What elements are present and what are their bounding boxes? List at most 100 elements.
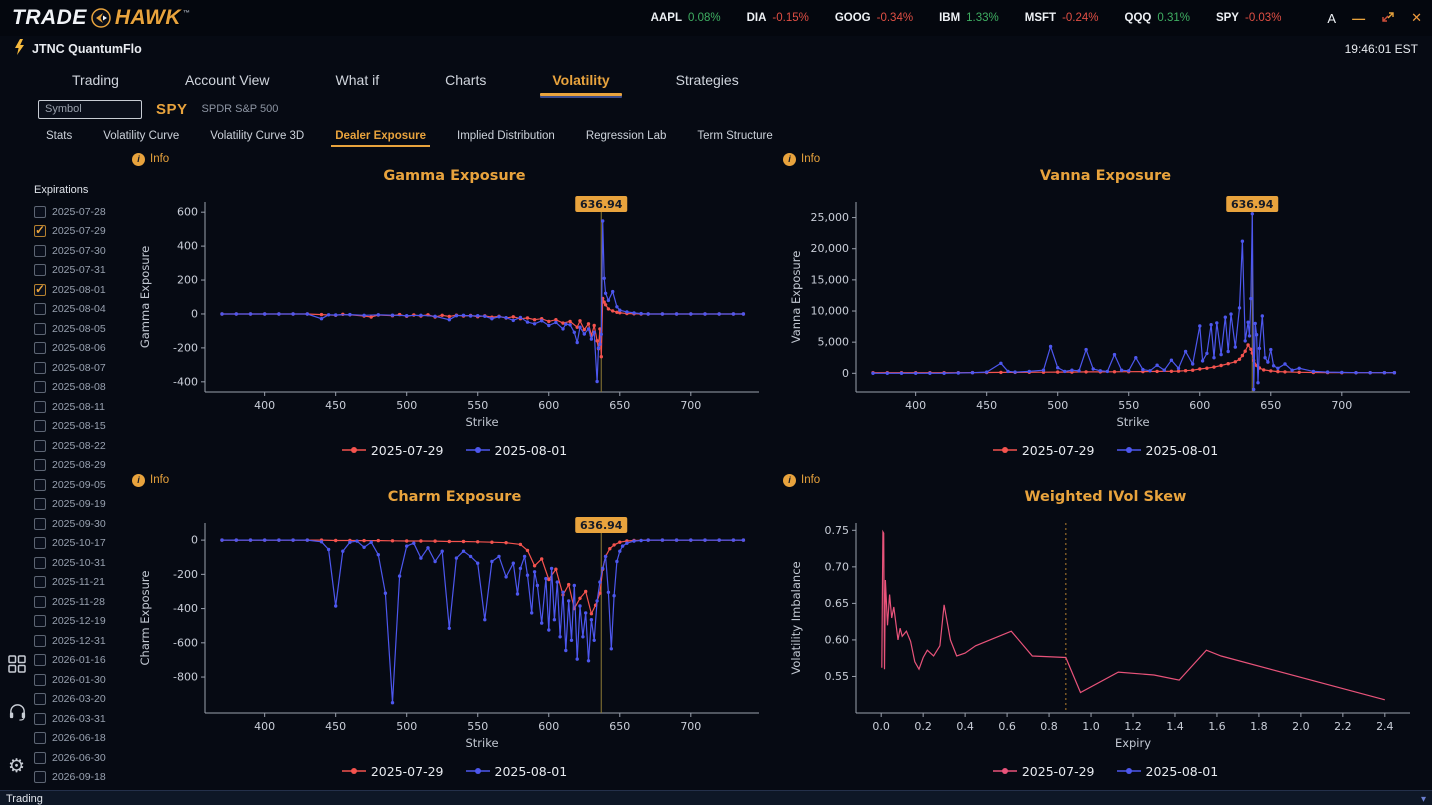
expiration-2025-12-19[interactable]: 2025-12-19: [34, 612, 130, 632]
legend-item-2025-08-01[interactable]: 2025-08-01: [1116, 764, 1218, 779]
sub-tab-stats[interactable]: Stats: [46, 130, 73, 142]
legend-item-2025-08-01[interactable]: 2025-08-01: [1116, 443, 1218, 458]
expiration-2025-07-31[interactable]: 2025-07-31: [34, 261, 130, 281]
expiration-2025-08-05[interactable]: 2025-08-05: [34, 319, 130, 339]
expiration-checkbox[interactable]: [34, 771, 46, 784]
main-tab-trading[interactable]: Trading: [72, 72, 119, 88]
expiration-checkbox[interactable]: [34, 732, 46, 745]
expiration-checkbox[interactable]: [34, 751, 46, 764]
ivol-skew-chart[interactable]: 0.0 0.2 0.4 0.6 0.8 1.0 1.2 1.4 1.6 1.8 2.0 2.2 2.4 0…: [783, 511, 1428, 759]
close-button[interactable]: ✕: [1411, 10, 1422, 25]
expiration-checkbox[interactable]: [34, 517, 46, 530]
expiration-2025-09-05[interactable]: 2025-09-05: [34, 475, 130, 495]
expiration-2025-08-15[interactable]: 2025-08-15: [34, 417, 130, 437]
expiration-checkbox[interactable]: [34, 303, 46, 316]
expiration-checkbox[interactable]: [34, 400, 46, 413]
expiration-2025-08-22[interactable]: 2025-08-22: [34, 436, 130, 456]
main-tab-account-view[interactable]: Account View: [184, 72, 270, 88]
expiration-checkbox[interactable]: [34, 673, 46, 686]
expiration-2025-10-17[interactable]: 2025-10-17: [34, 534, 130, 554]
gamma-exposure-chart[interactable]: 400 450 500 550 600 650 700 -400 -200 0 200 400 600 S…: [132, 190, 777, 438]
status-dropdown-arrow[interactable]: ▾: [1420, 793, 1426, 805]
expiration-2025-07-30[interactable]: 2025-07-30: [34, 241, 130, 261]
info-button[interactable]: i Info: [132, 471, 192, 489]
main-tab-charts[interactable]: Charts: [445, 72, 487, 88]
expiration-checkbox[interactable]: [34, 381, 46, 394]
expiration-2025-11-21[interactable]: 2025-11-21: [34, 573, 130, 593]
expiration-2026-06-18[interactable]: 2026-06-18: [34, 729, 130, 749]
expiration-checkbox[interactable]: [34, 576, 46, 589]
expiration-checkbox[interactable]: [34, 712, 46, 725]
ticker-aapl[interactable]: AAPL 0.08%: [651, 12, 721, 24]
expiration-2025-08-29[interactable]: 2025-08-29: [34, 456, 130, 476]
expiration-2025-12-31[interactable]: 2025-12-31: [34, 631, 130, 651]
expiration-checkbox[interactable]: [34, 498, 46, 511]
ticker-goog[interactable]: GOOG -0.34%: [835, 12, 913, 24]
expiration-2025-09-30[interactable]: 2025-09-30: [34, 514, 130, 534]
expiration-checkbox[interactable]: [34, 595, 46, 608]
expiration-2025-10-31[interactable]: 2025-10-31: [34, 553, 130, 573]
expiration-2026-03-20[interactable]: 2026-03-20: [34, 690, 130, 710]
expiration-2026-01-16[interactable]: 2026-01-16: [34, 651, 130, 671]
expiration-2025-08-06[interactable]: 2025-08-06: [34, 339, 130, 359]
expiration-2025-08-08[interactable]: 2025-08-08: [34, 378, 130, 398]
sub-tab-implied-distribution[interactable]: Implied Distribution: [457, 130, 555, 142]
vanna-exposure-chart[interactable]: 400 450 500 550 600 650 700 0 5,000 10,000 15,000 2…: [783, 190, 1428, 438]
expiration-2026-06-30[interactable]: 2026-06-30: [34, 748, 130, 768]
sub-tab-term-structure[interactable]: Term Structure: [697, 130, 773, 142]
expiration-checkbox[interactable]: [34, 282, 46, 296]
sub-tab-regression-lab[interactable]: Regression Lab: [585, 130, 667, 142]
expiration-checkbox[interactable]: [34, 556, 46, 569]
expiration-2025-07-28[interactable]: 2025-07-28: [34, 202, 130, 222]
ticker-spy[interactable]: SPY -0.03%: [1216, 12, 1281, 24]
main-tab-strategies[interactable]: Strategies: [675, 72, 739, 88]
ticker-dia[interactable]: DIA -0.15%: [747, 12, 809, 24]
expiration-checkbox[interactable]: [34, 459, 46, 472]
expiration-2025-08-04[interactable]: 2025-08-04: [34, 300, 130, 320]
expiration-checkbox[interactable]: [34, 420, 46, 433]
expiration-checkbox[interactable]: [34, 342, 46, 355]
sub-tab-volatility-curve-3d[interactable]: Volatility Curve 3D: [210, 130, 305, 142]
sub-tab-volatility-curve[interactable]: Volatility Curve: [103, 130, 180, 142]
support-headset-icon[interactable]: [8, 702, 27, 726]
expiration-checkbox[interactable]: [34, 478, 46, 491]
expiration-checkbox[interactable]: [34, 264, 46, 277]
expiration-checkbox[interactable]: [34, 322, 46, 335]
legend-item-2025-07-29[interactable]: 2025-07-29: [341, 443, 444, 458]
expiration-checkbox[interactable]: [34, 361, 46, 374]
expiration-2025-07-29[interactable]: 2025-07-29: [34, 222, 130, 242]
main-tab-volatility[interactable]: Volatility: [540, 66, 622, 96]
symbol-input[interactable]: [38, 99, 142, 119]
legend-item-2025-07-29[interactable]: 2025-07-29: [992, 443, 1095, 458]
legend-item-2025-07-29[interactable]: 2025-07-29: [992, 764, 1095, 779]
settings-gear-icon[interactable]: ⚙: [8, 756, 26, 777]
legend-item-2025-08-01[interactable]: 2025-08-01: [465, 764, 567, 779]
expiration-2025-11-28[interactable]: 2025-11-28: [34, 592, 130, 612]
expiration-2025-09-19[interactable]: 2025-09-19: [34, 495, 130, 515]
expiration-checkbox[interactable]: [34, 537, 46, 550]
legend-item-2025-07-29[interactable]: 2025-07-29: [341, 764, 444, 779]
expiration-checkbox[interactable]: [34, 654, 46, 667]
expiration-2026-01-30[interactable]: 2026-01-30: [34, 670, 130, 690]
ticker-ibm[interactable]: IBM 1.33%: [939, 12, 999, 24]
expiration-2025-08-01[interactable]: 2025-08-01: [34, 280, 130, 300]
minimize-button[interactable]: —: [1352, 10, 1366, 26]
expiration-2026-09-18[interactable]: 2026-09-18: [34, 768, 130, 788]
sub-tab-dealer-exposure[interactable]: Dealer Exposure: [331, 126, 430, 148]
legend-item-2025-08-01[interactable]: 2025-08-01: [465, 443, 567, 458]
expiration-checkbox[interactable]: [34, 439, 46, 452]
expiration-checkbox[interactable]: [34, 634, 46, 647]
font-size-button[interactable]: A: [1327, 10, 1337, 26]
expiration-checkbox[interactable]: [34, 693, 46, 706]
expiration-checkbox[interactable]: [34, 615, 46, 628]
charm-exposure-chart[interactable]: 400 450 500 550 600 650 700 -800 -600 -400 -200 0 St…: [132, 511, 777, 759]
ticker-msft[interactable]: MSFT -0.24%: [1025, 12, 1099, 24]
expiration-2025-08-07[interactable]: 2025-08-07: [34, 358, 130, 378]
main-tab-what-if[interactable]: What if: [335, 72, 380, 88]
expiration-checkbox[interactable]: [34, 205, 46, 218]
ticker-qqq[interactable]: QQQ 0.31%: [1125, 12, 1190, 24]
info-button[interactable]: i Info: [783, 471, 843, 489]
apps-grid-icon[interactable]: [8, 655, 26, 678]
expiration-checkbox[interactable]: [34, 223, 46, 238]
expiration-2025-08-11[interactable]: 2025-08-11: [34, 397, 130, 417]
